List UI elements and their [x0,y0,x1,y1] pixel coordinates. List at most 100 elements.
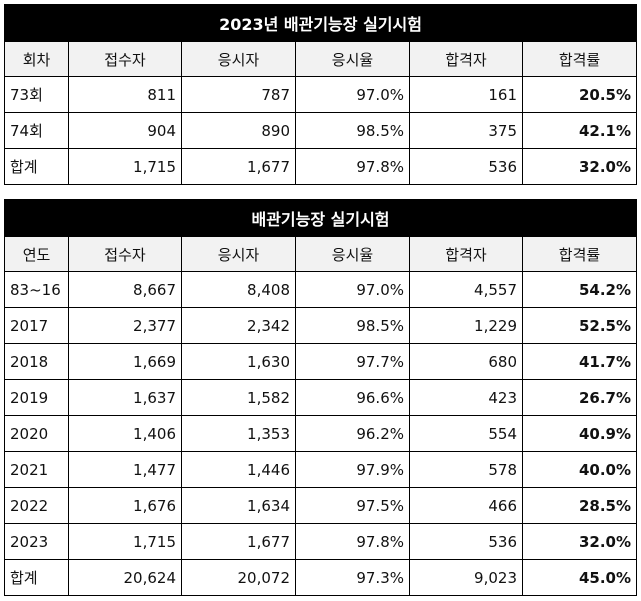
table-cell: 1,677 [181,148,296,185]
table-cell: 554 [409,415,523,452]
table-cell: 1,634 [181,487,296,524]
table-cell: 98.5% [295,307,410,344]
header-cell: 응시율 [295,236,410,272]
table-cell: 466 [409,487,523,524]
table-cell: 97.0% [295,271,410,308]
table-cell: 2022 [4,487,69,524]
table-cell: 74회 [4,112,69,149]
table-cell: 97.8% [295,148,410,185]
table-cell: 423 [409,379,523,416]
table-cell: 1,677 [181,523,296,560]
header-cell: 합격률 [521,41,638,77]
table-cell: 1,715 [68,523,182,560]
table-cell: 42.1% [521,112,638,149]
table-cell: 2019 [4,379,69,416]
table-row: 2019 1,637 1,582 96.6% 423 26.7% [4,379,637,416]
table-cell: 54.2% [522,271,637,308]
table-row: 2017 2,377 2,342 98.5% 1,229 52.5% [4,307,637,344]
table-cell: 2,377 [68,307,182,344]
table-cell: 1,406 [68,415,182,452]
table-cell: 1,582 [181,379,296,416]
header-cell: 합격자 [409,236,523,272]
table-row: 합계 20,624 20,072 97.3% 9,023 45.0% [4,559,637,596]
table-cell: 97.7% [295,343,410,380]
table-cell: 904 [68,112,182,149]
table-cell: 1,669 [68,343,182,380]
table-cell: 32.0% [521,148,638,185]
table-cell: 합계 [4,148,69,185]
table-cell: 20,624 [68,559,182,596]
header-cell: 응시자 [181,236,296,272]
table-cell: 4,557 [409,271,523,308]
table-cell: 20,072 [181,559,296,596]
table-cell: 97.8% [295,523,410,560]
table-cell: 2021 [4,451,69,488]
table-cell: 45.0% [522,559,637,596]
table-cell: 8,667 [68,271,182,308]
table-row: 74회 904 890 98.5% 375 42.1% [4,112,638,149]
table-header-row: 회차 접수자 응시자 응시율 합격자 합격률 [4,41,638,77]
exam-history-table: 배관기능장 실기시험 연도 접수자 응시자 응시율 합격자 합격률 83~16 8… [4,199,637,596]
header-cell: 응시자 [181,41,296,77]
table-cell: 536 [409,523,523,560]
table-cell: 375 [409,112,523,149]
header-cell: 합격률 [522,236,637,272]
table-row: 합계 1,715 1,677 97.8% 536 32.0% [4,148,638,185]
table-cell: 2018 [4,343,69,380]
table-cell: 578 [409,451,523,488]
table-title-row: 2023년 배관기능장 실기시험 [3,4,638,42]
table-cell: 97.3% [295,559,410,596]
table-row: 83~16 8,667 8,408 97.0% 4,557 54.2% [4,271,637,308]
table-cell: 2023 [4,523,69,560]
table-row: 73회 811 787 97.0% 161 20.5% [4,76,638,113]
table-cell: 73회 [4,76,69,113]
table-row: 2020 1,406 1,353 96.2% 554 40.9% [4,415,637,452]
table-cell: 1,676 [68,487,182,524]
table-row: 2023 1,715 1,677 97.8% 536 32.0% [4,523,637,560]
table-cell: 1,229 [409,307,523,344]
table-cell: 20.5% [521,76,638,113]
table-cell: 97.5% [295,487,410,524]
table-title-row: 배관기능장 실기시험 [4,199,637,237]
table-cell: 1,637 [68,379,182,416]
table-cell: 40.9% [522,415,637,452]
table-cell: 1,477 [68,451,182,488]
table-cell: 96.6% [295,379,410,416]
table-cell: 40.0% [522,451,637,488]
table-cell: 83~16 [4,271,69,308]
exam-2023-table: 2023년 배관기능장 실기시험 회차 접수자 응시자 응시율 합격자 합격률 … [3,4,638,185]
table-title: 배관기능장 실기시험 [4,199,637,237]
table-cell: 52.5% [522,307,637,344]
table-header-row: 연도 접수자 응시자 응시율 합격자 합격률 [4,236,637,272]
header-cell: 연도 [4,236,69,272]
table-cell: 1,353 [181,415,296,452]
table-cell: 28.5% [522,487,637,524]
table-cell: 8,408 [181,271,296,308]
table-cell: 41.7% [522,343,637,380]
table-cell: 680 [409,343,523,380]
table-cell: 2,342 [181,307,296,344]
table-cell: 26.7% [522,379,637,416]
table-cell: 2017 [4,307,69,344]
table-cell: 9,023 [409,559,523,596]
table-cell: 161 [409,76,523,113]
table-cell: 787 [181,76,296,113]
table-cell: 97.0% [295,76,410,113]
table-row: 2021 1,477 1,446 97.9% 578 40.0% [4,451,637,488]
table-cell: 합계 [4,559,69,596]
table-cell: 890 [181,112,296,149]
table-cell: 1,446 [181,451,296,488]
table-cell: 32.0% [522,523,637,560]
header-cell: 합격자 [409,41,523,77]
header-cell: 접수자 [68,236,182,272]
table-cell: 98.5% [295,112,410,149]
table-cell: 96.2% [295,415,410,452]
table-cell: 536 [409,148,523,185]
table-cell: 2020 [4,415,69,452]
table-title: 2023년 배관기능장 실기시험 [3,4,638,42]
table-row: 2018 1,669 1,630 97.7% 680 41.7% [4,343,637,380]
table-cell: 811 [68,76,182,113]
header-cell: 회차 [4,41,69,77]
table-cell: 97.9% [295,451,410,488]
header-cell: 응시율 [295,41,410,77]
